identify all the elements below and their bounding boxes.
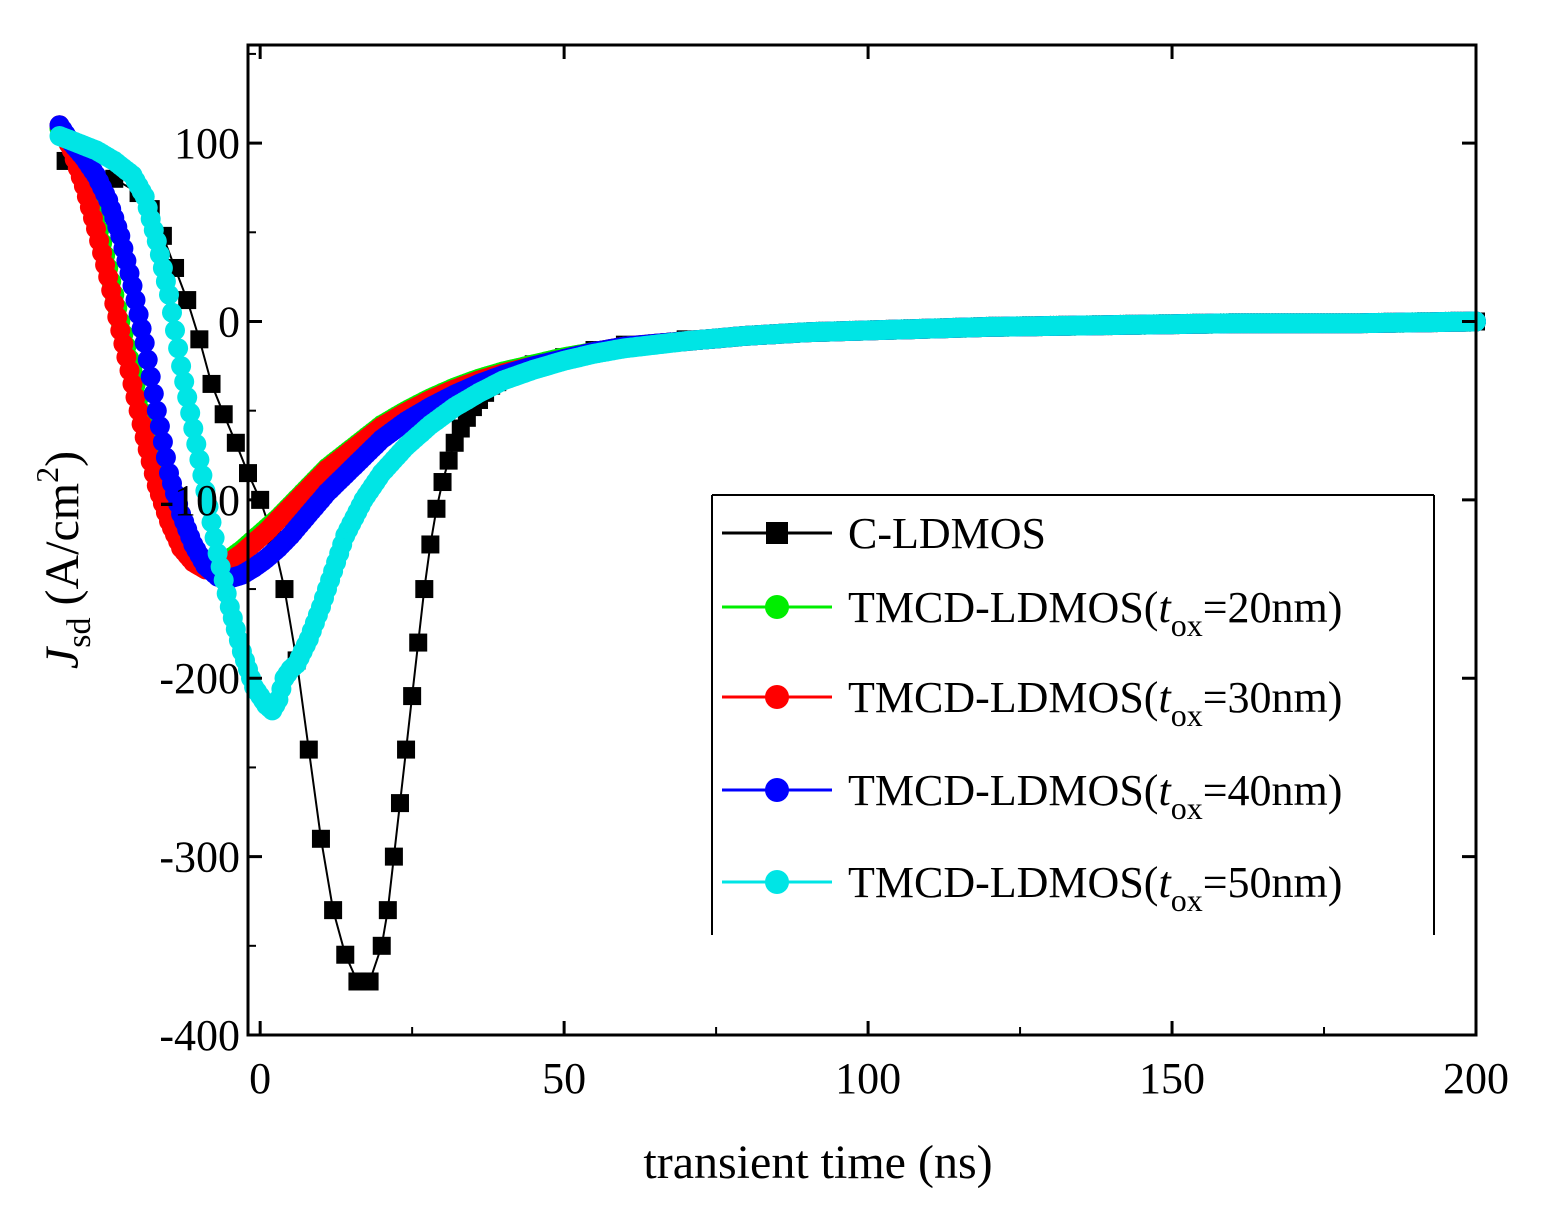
data-point bbox=[174, 371, 195, 392]
x-tick-label: 200 bbox=[1443, 1054, 1509, 1103]
y-title-unit: (A/cm bbox=[36, 483, 89, 618]
y-title-main: J bbox=[36, 645, 89, 669]
data-point bbox=[183, 418, 204, 439]
data-point bbox=[190, 330, 209, 349]
legend-label: C-LDMOS bbox=[848, 509, 1046, 558]
y-title-sup: 2 bbox=[29, 467, 65, 483]
legend-marker bbox=[765, 870, 789, 894]
legend-marker bbox=[765, 595, 789, 619]
legend-label: TMCD-LDMOS(tox=20nm) bbox=[848, 583, 1342, 643]
data-point bbox=[445, 433, 464, 452]
data-point bbox=[360, 972, 379, 991]
y-axis-title: Jsd (A/cm2) bbox=[29, 451, 98, 669]
data-point bbox=[195, 480, 216, 501]
legend-box bbox=[712, 495, 1434, 935]
y-tick-label: -400 bbox=[159, 1011, 240, 1060]
x-tick-label: 150 bbox=[1139, 1054, 1205, 1103]
data-point bbox=[403, 687, 422, 706]
data-point bbox=[137, 349, 158, 370]
legend-label: TMCD-LDMOS(tox=40nm) bbox=[848, 766, 1342, 826]
legend-marker bbox=[765, 778, 789, 802]
data-point bbox=[384, 847, 403, 866]
data-point bbox=[186, 434, 207, 455]
data-point bbox=[421, 535, 440, 554]
legend-label: TMCD-LDMOS(tox=50nm) bbox=[848, 858, 1342, 918]
data-point bbox=[336, 945, 355, 964]
data-point bbox=[168, 338, 189, 359]
legend: C-LDMOS TMCD-LDMOS(tox=20nm) TMCD-LDMOS(to… bbox=[711, 494, 1435, 935]
legend-label: TMCD-LDMOS(tox=30nm) bbox=[848, 673, 1342, 733]
data-point bbox=[202, 374, 221, 393]
data-point bbox=[397, 740, 416, 759]
data-point bbox=[198, 496, 219, 517]
legend-item-3: TMCD-LDMOS(tox=40nm) bbox=[722, 766, 1342, 826]
data-point bbox=[189, 449, 210, 470]
data-point bbox=[311, 829, 330, 848]
series-4 bbox=[49, 126, 1486, 721]
data-point bbox=[171, 356, 192, 377]
data-point bbox=[415, 580, 434, 599]
series-layer bbox=[49, 115, 1486, 991]
data-point bbox=[134, 332, 155, 353]
data-point bbox=[180, 402, 201, 423]
x-axis-title: transient time (ns) bbox=[643, 1136, 992, 1189]
data-point bbox=[192, 465, 213, 486]
x-tick-label: 100 bbox=[835, 1054, 901, 1103]
data-point bbox=[372, 936, 391, 955]
legend-marker bbox=[765, 685, 789, 709]
data-point bbox=[324, 901, 343, 920]
data-point bbox=[427, 499, 446, 518]
x-tick-label: 0 bbox=[249, 1054, 271, 1103]
y-tick-label: 100 bbox=[174, 119, 240, 168]
legend-marker bbox=[766, 522, 788, 544]
data-point bbox=[143, 383, 164, 404]
data-point bbox=[409, 633, 428, 652]
data-point bbox=[162, 302, 182, 323]
data-point bbox=[177, 387, 198, 408]
y-tick-label: -300 bbox=[159, 833, 240, 882]
legend-item-0: C-LDMOS bbox=[722, 509, 1046, 558]
y-title-sub: sd bbox=[61, 618, 98, 648]
data-point bbox=[439, 451, 458, 470]
x-tick-label: 50 bbox=[542, 1054, 586, 1103]
y-tick-label: -200 bbox=[159, 654, 240, 703]
plot-frame bbox=[246, 43, 1478, 1037]
ticks-layer: 0 50 100 150 200 100 0 -100 -200 -300 -400 bbox=[159, 45, 1509, 1103]
data-point bbox=[178, 291, 197, 310]
data-point bbox=[155, 447, 176, 468]
data-point bbox=[433, 473, 452, 492]
legend-item-1: TMCD-LDMOS(tox=20nm) bbox=[722, 583, 1342, 643]
y-tick-label: 0 bbox=[218, 297, 240, 346]
legend-item-2: TMCD-LDMOS(tox=30nm) bbox=[722, 673, 1342, 733]
legend-item-4: TMCD-LDMOS(tox=50nm) bbox=[722, 858, 1342, 918]
data-point bbox=[390, 794, 409, 813]
data-point bbox=[226, 433, 245, 452]
data-point bbox=[214, 405, 233, 424]
data-point bbox=[152, 431, 173, 452]
data-point bbox=[149, 416, 170, 437]
data-point bbox=[378, 901, 397, 920]
data-point bbox=[140, 366, 161, 387]
svg-text:Jsd (A/cm2): Jsd (A/cm2) bbox=[29, 451, 98, 669]
data-point bbox=[159, 284, 179, 305]
data-point bbox=[146, 400, 167, 421]
data-point bbox=[204, 527, 225, 548]
data-point bbox=[275, 580, 294, 599]
y-tick-label: -100 bbox=[159, 476, 240, 525]
data-point bbox=[201, 512, 222, 533]
y-title-close: ) bbox=[36, 451, 89, 467]
data-point bbox=[299, 740, 318, 759]
data-point bbox=[165, 320, 185, 341]
